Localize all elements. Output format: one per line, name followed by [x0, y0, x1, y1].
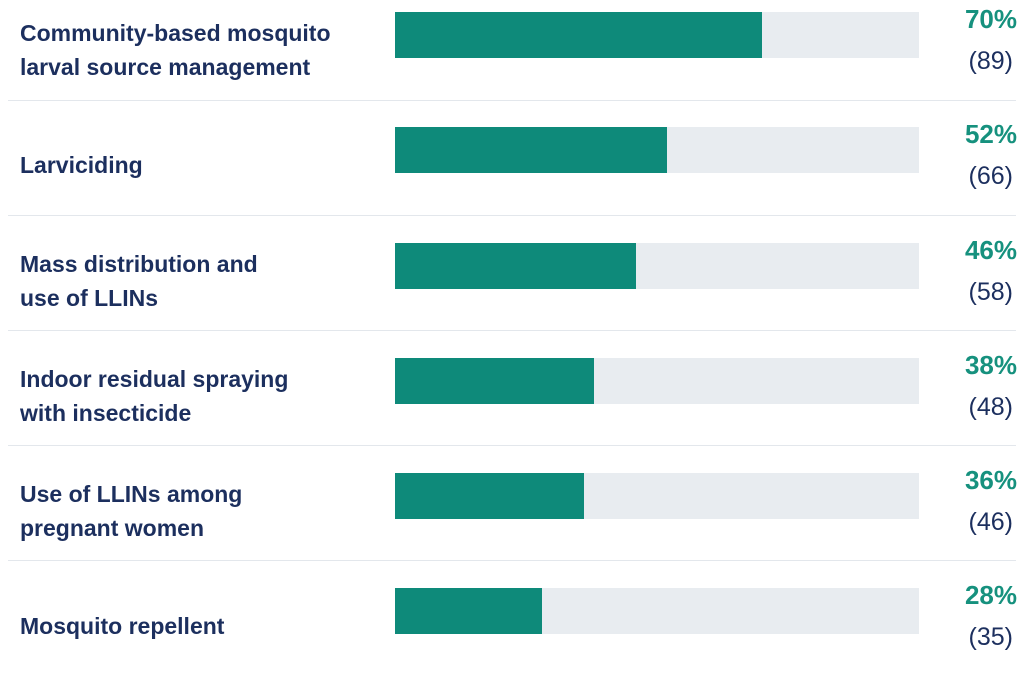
row-divider [8, 445, 1016, 446]
bar-row: Mosquito repellent 28% (35) [0, 576, 1023, 690]
percent-label: 36% [964, 465, 1017, 495]
count-label: (66) [968, 162, 1013, 190]
bar-row: Community-based mosquito larval source m… [0, 0, 1023, 114]
bar-track [395, 588, 919, 634]
bar [395, 588, 542, 634]
count-label: (48) [968, 393, 1013, 421]
category-label: Use of LLINs among pregnant women [20, 481, 243, 541]
bar-row: Larviciding 52% (66) [0, 115, 1023, 229]
count-label: (35) [968, 623, 1013, 651]
percent-label: 28% [964, 580, 1017, 610]
bar [395, 12, 762, 58]
category-label: Mosquito repellent [20, 613, 225, 639]
bar-track [395, 473, 919, 519]
bar-row: Indoor residual spraying with insecticid… [0, 346, 1023, 460]
percent-label: 46% [964, 235, 1017, 265]
bar-row: Mass distribution and use of LLINs 46% (… [0, 231, 1023, 345]
bar-chart: Community-based mosquito larval source m… [0, 0, 1023, 651]
bar [395, 473, 584, 519]
category-label: Community-based mosquito larval source m… [20, 20, 331, 80]
row-divider [8, 330, 1016, 331]
bar-track [395, 127, 919, 173]
bar [395, 358, 595, 404]
bar [395, 243, 637, 289]
percent-label: 52% [964, 119, 1017, 149]
bar-row: Use of LLINs among pregnant women 36% (4… [0, 461, 1023, 575]
bar-track [395, 12, 919, 58]
percent-label: 38% [964, 350, 1017, 380]
percent-label: 70% [964, 4, 1017, 34]
category-label: Indoor residual spraying with insecticid… [20, 366, 289, 426]
category-label: Larviciding [20, 152, 143, 178]
bar-track [395, 358, 919, 404]
count-label: (46) [968, 508, 1013, 536]
category-label: Mass distribution and use of LLINs [20, 251, 258, 311]
count-label: (89) [968, 47, 1013, 75]
bar [395, 127, 668, 173]
row-divider [8, 215, 1016, 216]
count-label: (58) [968, 278, 1013, 306]
row-divider [8, 560, 1016, 561]
bar-track [395, 243, 919, 289]
row-divider [8, 100, 1016, 101]
